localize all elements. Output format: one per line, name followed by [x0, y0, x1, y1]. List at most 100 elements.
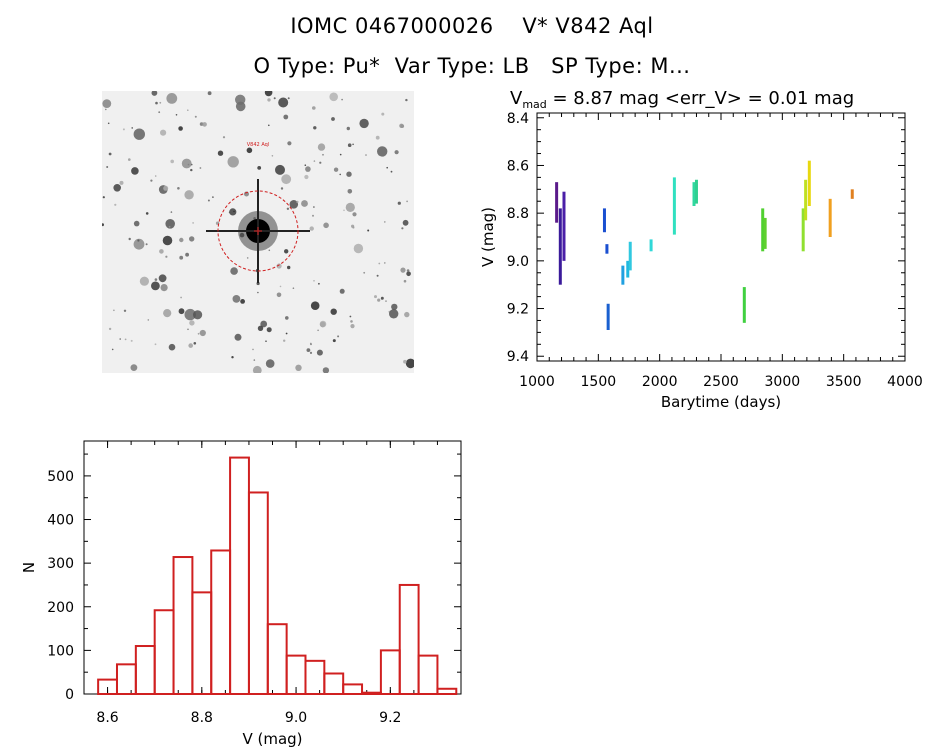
- histogram-bar: [97, 678, 118, 695]
- star: [296, 200, 299, 204]
- star: [119, 338, 121, 340]
- data-point-cluster: [649, 239, 653, 252]
- star: [137, 239, 140, 242]
- star: [346, 171, 352, 177]
- star: [283, 114, 289, 120]
- star: [405, 358, 414, 369]
- star: [111, 348, 114, 351]
- x-tick-label: 1000: [519, 374, 555, 390]
- star: [281, 174, 292, 185]
- star: [266, 327, 272, 333]
- data-point-cluster: [555, 182, 559, 223]
- star: [102, 99, 112, 108]
- page-title: IOMC 0467000026 V* V842 Aql: [290, 14, 654, 38]
- star: [230, 267, 238, 275]
- star: [212, 196, 214, 198]
- star: [189, 236, 195, 242]
- star: [175, 114, 178, 116]
- star: [347, 143, 352, 147]
- star: [260, 320, 268, 328]
- star: [150, 179, 153, 182]
- star: [349, 315, 352, 318]
- star: [252, 348, 254, 351]
- histogram-bar: [342, 683, 364, 695]
- star: [107, 122, 110, 125]
- y-tick-label: 9.0: [507, 254, 529, 270]
- star: [352, 212, 357, 217]
- star: [309, 226, 314, 231]
- star: [265, 359, 275, 368]
- star: [365, 154, 367, 156]
- histogram-bar: [247, 491, 269, 695]
- star: [105, 108, 107, 111]
- star: [133, 220, 140, 227]
- star: [145, 212, 149, 215]
- star: [347, 189, 353, 194]
- star: [330, 308, 337, 315]
- x-tick-label: 3500: [826, 374, 862, 390]
- star: [187, 109, 189, 111]
- star: [312, 214, 314, 217]
- y-tick-label: 8.6: [507, 158, 529, 174]
- histogram-bar: [304, 659, 326, 695]
- star: [309, 351, 313, 354]
- star: [304, 164, 307, 166]
- star: [159, 249, 164, 254]
- star: [394, 150, 399, 155]
- y-tick-label: 8.4: [507, 111, 529, 127]
- star: [123, 309, 127, 312]
- star: [317, 329, 319, 332]
- star: [276, 263, 282, 269]
- star: [386, 166, 389, 169]
- x-tick-label: 8.8: [191, 710, 213, 726]
- star: [322, 153, 324, 156]
- star: [227, 156, 239, 168]
- star: [180, 296, 182, 299]
- star: [403, 359, 407, 364]
- star: [178, 308, 185, 315]
- star: [313, 280, 315, 282]
- star: [170, 211, 173, 213]
- star: [179, 237, 184, 243]
- star: [287, 141, 292, 146]
- star: [271, 155, 274, 157]
- aperture-circle: [217, 190, 299, 272]
- star: [193, 310, 203, 320]
- histogram-bar: [134, 645, 156, 695]
- star: [253, 359, 256, 361]
- star: [170, 159, 174, 164]
- star: [305, 166, 311, 172]
- star: [287, 265, 291, 270]
- star: [313, 126, 317, 130]
- star: [124, 338, 127, 341]
- star: [350, 320, 353, 323]
- star: [384, 221, 386, 223]
- star: [163, 309, 172, 318]
- star: [130, 339, 133, 342]
- y-tick-label: 400: [47, 513, 74, 529]
- star: [304, 174, 309, 180]
- sky-image: V842 Aql: [102, 91, 414, 373]
- histogram-bar: [436, 687, 458, 695]
- star: [147, 319, 150, 321]
- histogram-bar: [266, 623, 288, 696]
- star: [166, 93, 178, 104]
- star: [333, 167, 339, 172]
- y-axis-label: N: [20, 562, 38, 573]
- star: [319, 320, 327, 328]
- data-point-cluster: [602, 208, 606, 233]
- x-tick-label: 9.0: [285, 710, 307, 726]
- star: [165, 219, 175, 229]
- star: [339, 288, 345, 294]
- y-tick-label: 9.2: [507, 302, 529, 318]
- star: [406, 269, 410, 272]
- star: [380, 296, 384, 300]
- data-point-cluster: [558, 208, 562, 285]
- star: [337, 335, 340, 338]
- star: [319, 161, 322, 164]
- star: [159, 101, 162, 104]
- star: [177, 187, 180, 190]
- star: [268, 124, 270, 127]
- x-tick-label: 8.6: [96, 710, 118, 726]
- star: [339, 173, 341, 176]
